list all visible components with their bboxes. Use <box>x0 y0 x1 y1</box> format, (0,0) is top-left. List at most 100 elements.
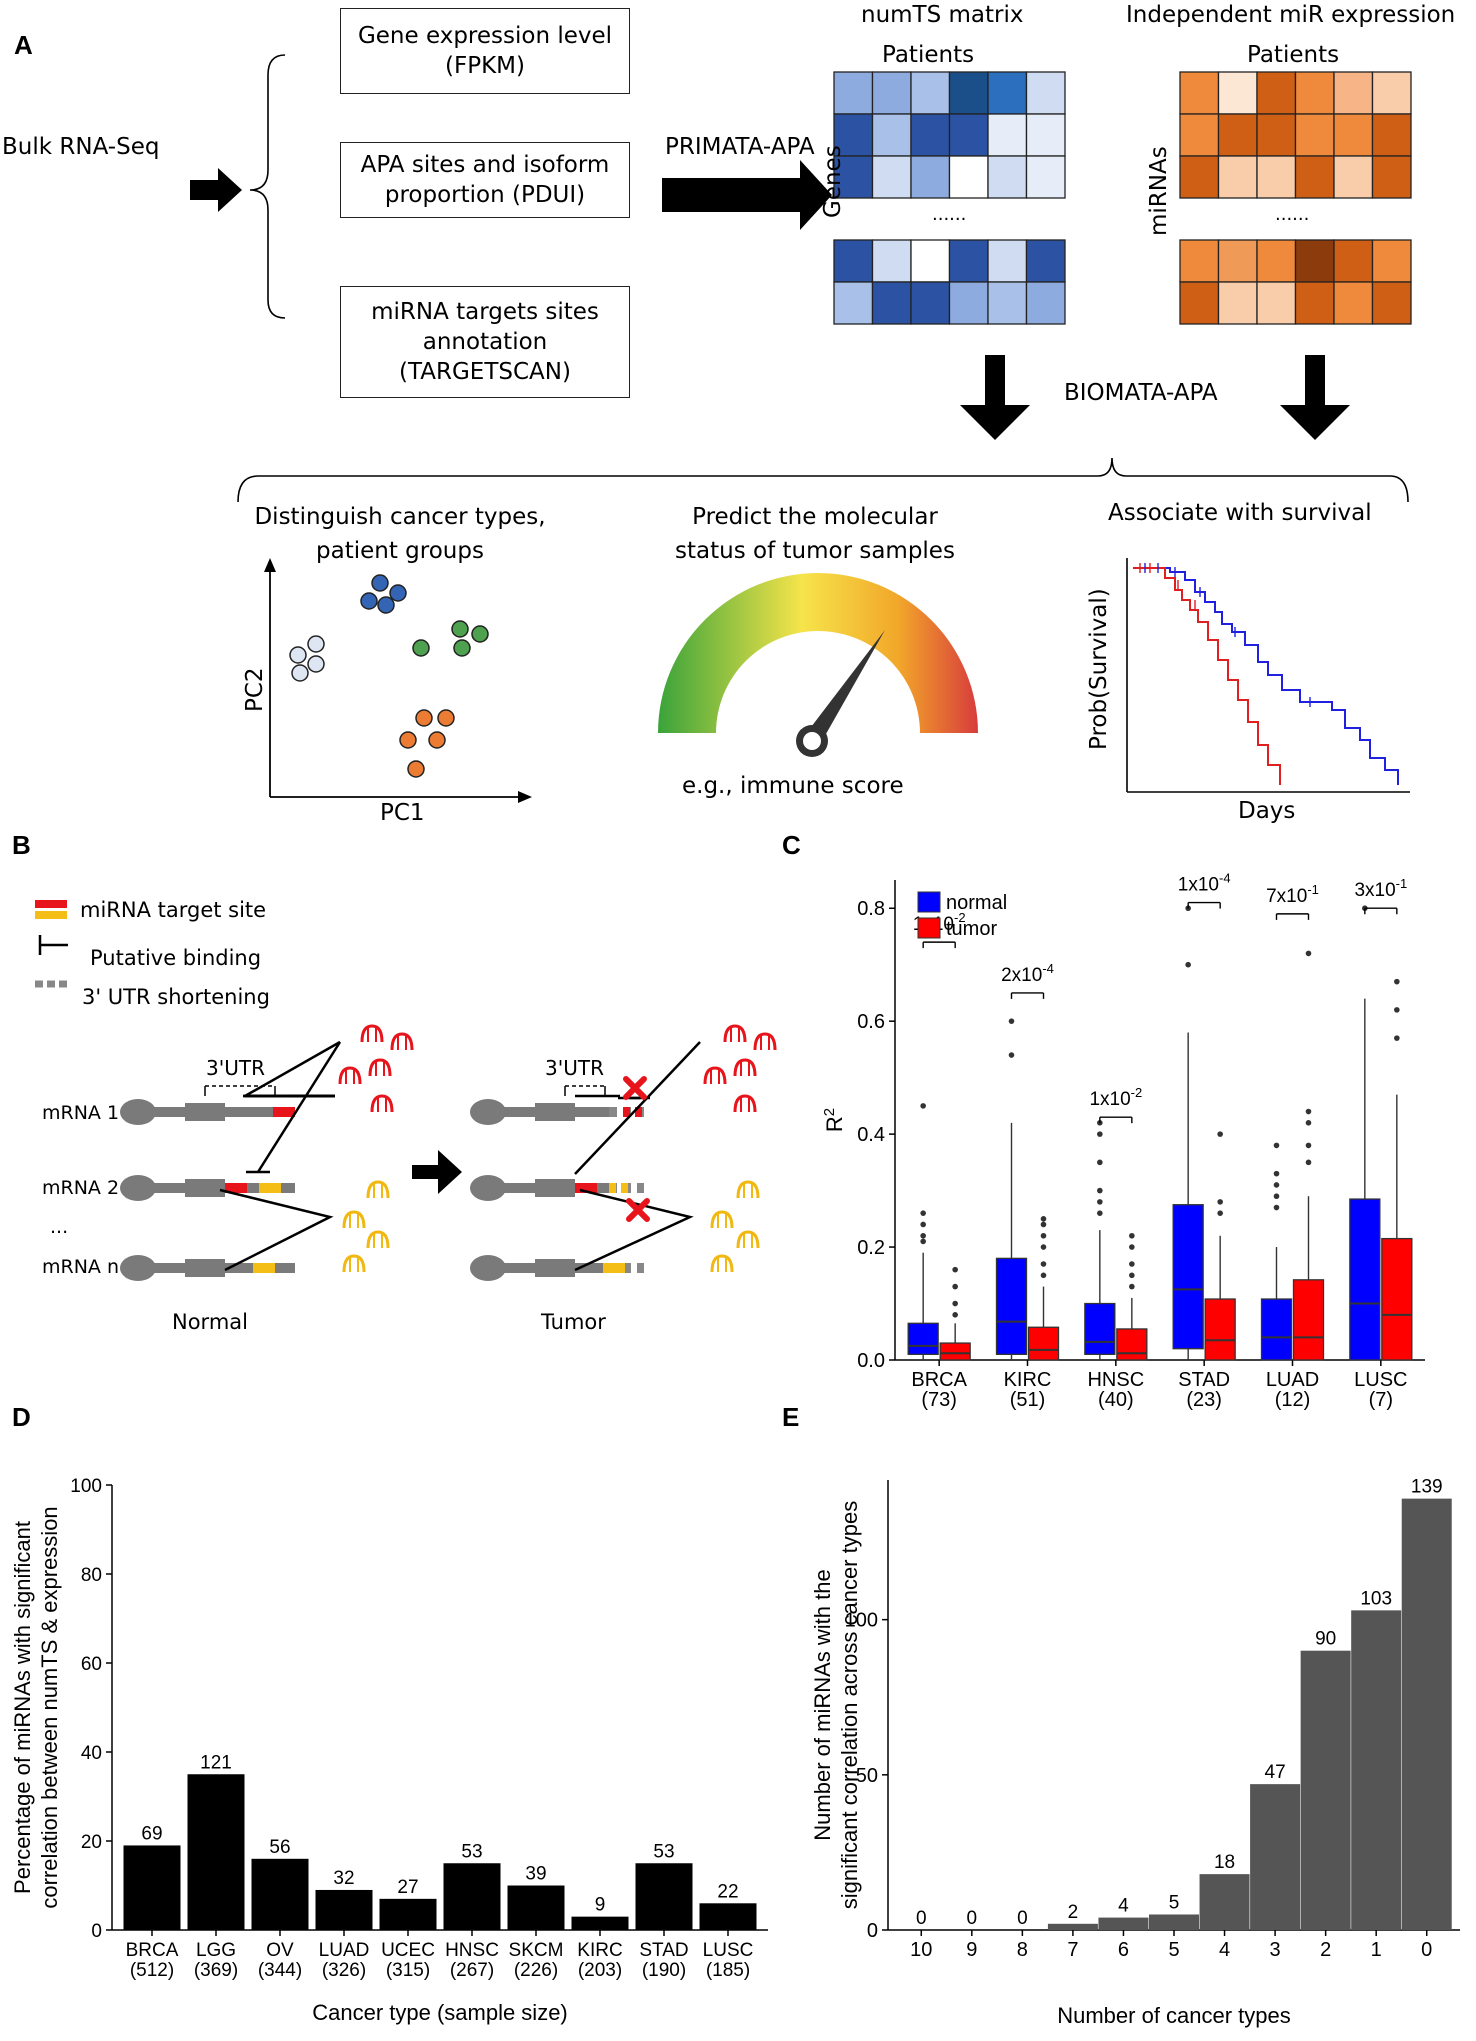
y-tick-label: 100 <box>70 1476 102 1497</box>
heatmap-cell <box>1217 71 1258 115</box>
bar-value-label: 53 <box>461 1841 482 1862</box>
heatmap-cell <box>948 113 989 157</box>
bar <box>315 1889 373 1930</box>
y-tick-label: 40 <box>81 1743 102 1764</box>
mrna-ellipsis: ... <box>50 1216 69 1238</box>
heatmap-cell <box>910 155 951 199</box>
outlier-point <box>1394 1035 1400 1041</box>
bar-value-label: 53 <box>653 1841 674 1862</box>
outlier-point <box>920 1103 926 1109</box>
heatmap-cell <box>833 281 874 325</box>
heatmap-cell <box>833 113 874 157</box>
x-tick-label: HNSC <box>445 1940 499 1961</box>
outlier-point <box>1217 1199 1223 1205</box>
outlier-point <box>1129 1244 1135 1250</box>
target-site <box>603 1263 625 1273</box>
normal-label: Normal <box>172 1310 248 1334</box>
bar <box>187 1774 245 1930</box>
legend-label-normal: normal <box>946 892 1007 914</box>
x-tick-label: STAD <box>639 1940 688 1961</box>
outlier-point <box>1394 1007 1400 1013</box>
mrna-cds <box>185 1179 225 1197</box>
matrix1-dots: ...... <box>932 204 967 225</box>
box-tumor <box>939 1342 971 1361</box>
mrna-5utr <box>500 1263 535 1273</box>
heatmap-cell <box>1256 281 1297 325</box>
matrix2-dots: ...... <box>1275 204 1310 225</box>
heatmap-cell <box>948 239 989 283</box>
pvalue-label: 3x10-1 <box>1354 876 1407 901</box>
bar-value-label: 39 <box>525 1864 546 1885</box>
heatmap-cell <box>1371 239 1412 283</box>
mirna-icon <box>710 1254 734 1273</box>
bar-value-label: 4 <box>1118 1896 1129 1917</box>
heatmap-cell <box>1333 113 1374 157</box>
bar-value-label: 27 <box>397 1877 418 1898</box>
outlier-point <box>1362 905 1368 912</box>
x-tick-label: 4 <box>1219 1939 1230 1961</box>
y-tick-label: 50 <box>856 1765 878 1787</box>
y-axis-label: R2 <box>821 1108 847 1132</box>
heatmap-cell <box>871 71 912 115</box>
heatmap-cell <box>1179 239 1220 283</box>
binding-line <box>244 1040 341 1098</box>
outlier-point <box>1273 1193 1280 1200</box>
heatmap-cell <box>1294 281 1335 325</box>
outlier-point <box>1305 1142 1312 1149</box>
x-tick-label: 0 <box>1421 1939 1432 1961</box>
bar <box>1250 1784 1301 1930</box>
bar-value-label: 32 <box>333 1868 354 1889</box>
box-tumor <box>1116 1328 1148 1361</box>
heatmap-cell <box>1025 71 1066 115</box>
mirna-icon <box>710 1210 734 1229</box>
y-tick-label: 0.2 <box>857 1237 885 1259</box>
outlier-point <box>1305 1159 1312 1166</box>
mrna-5utr <box>150 1107 185 1117</box>
outlier-point <box>1097 1131 1103 1137</box>
big-arrow-icon <box>662 160 832 230</box>
x-tick-label: BRCA <box>911 1369 967 1391</box>
x-tick-label: 6 <box>1118 1939 1129 1961</box>
x-tick-label: LUSC <box>703 1940 754 1961</box>
outlier-point <box>1097 1199 1103 1205</box>
sample-size-label: (40) <box>1098 1389 1134 1411</box>
x-tick-label: 3 <box>1270 1939 1281 1961</box>
mirna-icon <box>736 1180 760 1199</box>
heatmap-cell <box>1333 155 1374 199</box>
mirna-icon <box>366 1180 390 1199</box>
chart-d: 02040608010069BRCA(512)121LGG(369)56OV(3… <box>10 1476 768 2025</box>
bar-value-label: 69 <box>141 1823 162 1844</box>
panel-label-e: E <box>782 1402 800 1432</box>
x-tick-label: 5 <box>1168 1939 1179 1961</box>
box-normal <box>1260 1298 1293 1361</box>
cap-icon <box>470 1099 506 1125</box>
mirna-icon <box>736 1230 760 1249</box>
heatmap-cell <box>1217 113 1258 157</box>
outlier-point <box>1040 1244 1047 1250</box>
mrna-1-label: mRNA 1 <box>42 1102 120 1124</box>
bar <box>1098 1917 1149 1930</box>
x-tick-label: STAD <box>1178 1369 1230 1391</box>
outlier-point <box>1129 1232 1135 1239</box>
sample-size-label: (185) <box>706 1960 750 1981</box>
y-tick-label: 20 <box>81 1832 102 1853</box>
app-predict: Predict the molecular status of tumor sam… <box>675 504 955 564</box>
heatmap-cell <box>987 281 1028 325</box>
mrna-n-label: mRNA n <box>42 1256 120 1278</box>
heatmap-cell <box>871 113 912 157</box>
y-tick-label: 80 <box>81 1565 102 1586</box>
outlier-point <box>1273 1204 1280 1211</box>
sample-size-label: (23) <box>1186 1389 1222 1411</box>
heatmap-cell <box>987 113 1028 157</box>
bar <box>379 1898 437 1930</box>
heatmap-cell <box>910 113 951 157</box>
heatmap-cell <box>1179 113 1220 157</box>
pvalue-label: 2x10-4 <box>1001 961 1054 986</box>
mrna-3utr <box>575 1107 609 1117</box>
legend-utr-shortening: 3' UTR shortening <box>82 985 270 1009</box>
pca-x-label: PC1 <box>380 800 425 826</box>
bar <box>251 1858 309 1930</box>
chart-c: 0.0 0.2 0.4 0.6 0.8 R2 BRCA(73) 1x10-2 KIRC(51) 2… <box>821 871 1425 1411</box>
matrix1-patients-label: Patients <box>882 42 975 68</box>
outlier-point <box>1040 1221 1047 1228</box>
